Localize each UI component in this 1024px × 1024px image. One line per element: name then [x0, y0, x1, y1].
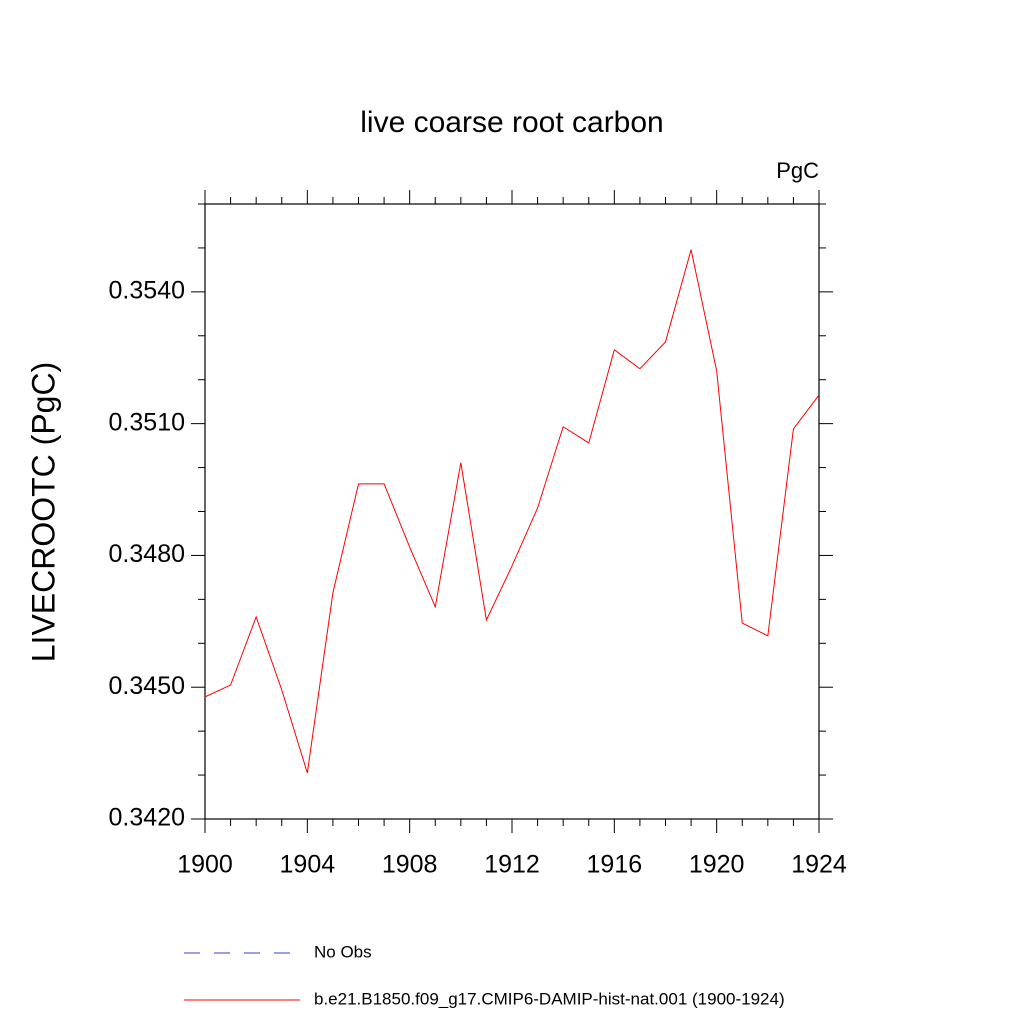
- y-tick-label: 0.3420: [109, 804, 185, 832]
- x-tick-label: 1904: [280, 851, 336, 879]
- x-tick-label: 1900: [177, 851, 233, 879]
- y-tick-label: 0.3510: [109, 408, 185, 436]
- chart-title: live coarse root carbon: [360, 106, 664, 139]
- plot-frame: [204, 203, 820, 820]
- x-tick-label: 1912: [484, 851, 540, 879]
- y-tick-label: 0.3480: [109, 540, 185, 568]
- x-tick-label: 1908: [382, 851, 438, 879]
- legend-label: b.e21.B1850.f09_g17.CMIP6-DAMIP-hist-nat…: [314, 989, 785, 1008]
- y-tick-label: 0.3450: [109, 672, 185, 700]
- x-tick-label: 1916: [587, 851, 643, 879]
- x-tick-label: 1920: [689, 851, 745, 879]
- y-axis-label: LIVECROOTC (PgC): [25, 362, 61, 662]
- legend-label: No Obs: [314, 942, 372, 961]
- units-label: PgC: [776, 158, 819, 183]
- x-tick-label: 1924: [791, 851, 847, 879]
- series-line: [204, 249, 820, 774]
- y-tick-label: 0.3540: [109, 276, 185, 304]
